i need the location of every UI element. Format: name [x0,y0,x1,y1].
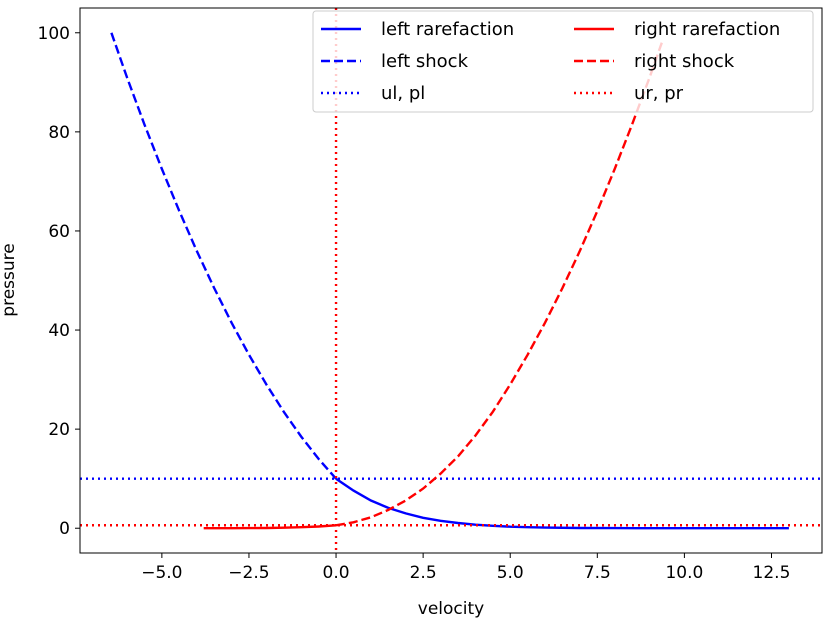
series-line-right-rarefaction [203,524,337,530]
x-tick-label: 2.5 [410,563,437,583]
y-tick-label: 40 [48,321,70,341]
legend-label-left-shock: left shock [381,51,469,72]
legend-label-right-rarefaction: right rarefaction [634,19,780,40]
legend-box [312,10,814,113]
y-axis-label: pressure [0,243,19,316]
x-tick-label: 12.5 [753,563,791,583]
y-ticks: 0 20 40 60 80 100 [38,24,80,539]
series-line-right-shock [335,42,663,527]
x-axis-label: velocity [418,599,484,619]
y-tick-label: 100 [38,24,70,44]
y-tick-label: 0 [59,519,70,539]
legend-label-ul-pl: ul, pl [381,83,425,104]
x-tick-label: 7.5 [584,563,611,583]
legend-label-left-rarefaction: left rarefaction [381,19,514,40]
x-tick-label: −5.0 [141,563,182,583]
y-tick-label: 20 [48,420,70,440]
x-tick-label: 0.0 [323,563,350,583]
series-line-left-shock [110,32,337,480]
x-ticks: −5.0 −2.5 0.0 2.5 5.0 7.5 10.0 12.5 [141,553,790,583]
y-tick-label: 60 [48,222,70,242]
legend: left rarefaction left shock ul, pl right ra… [312,10,814,113]
legend-label-right-shock: right shock [634,51,735,72]
y-tick-label: 80 [48,123,70,143]
legend-label-ur-pr: ur, pr [634,83,684,104]
x-tick-label: −2.5 [228,563,269,583]
series-line-left-rarefaction [335,477,789,530]
x-tick-label: 10.0 [665,563,703,583]
x-tick-label: 5.0 [497,563,524,583]
plot-frame [79,7,823,554]
